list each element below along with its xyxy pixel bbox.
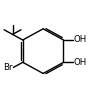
Text: OH: OH xyxy=(74,58,87,67)
Text: OH: OH xyxy=(74,36,87,44)
Text: Br: Br xyxy=(3,63,13,72)
